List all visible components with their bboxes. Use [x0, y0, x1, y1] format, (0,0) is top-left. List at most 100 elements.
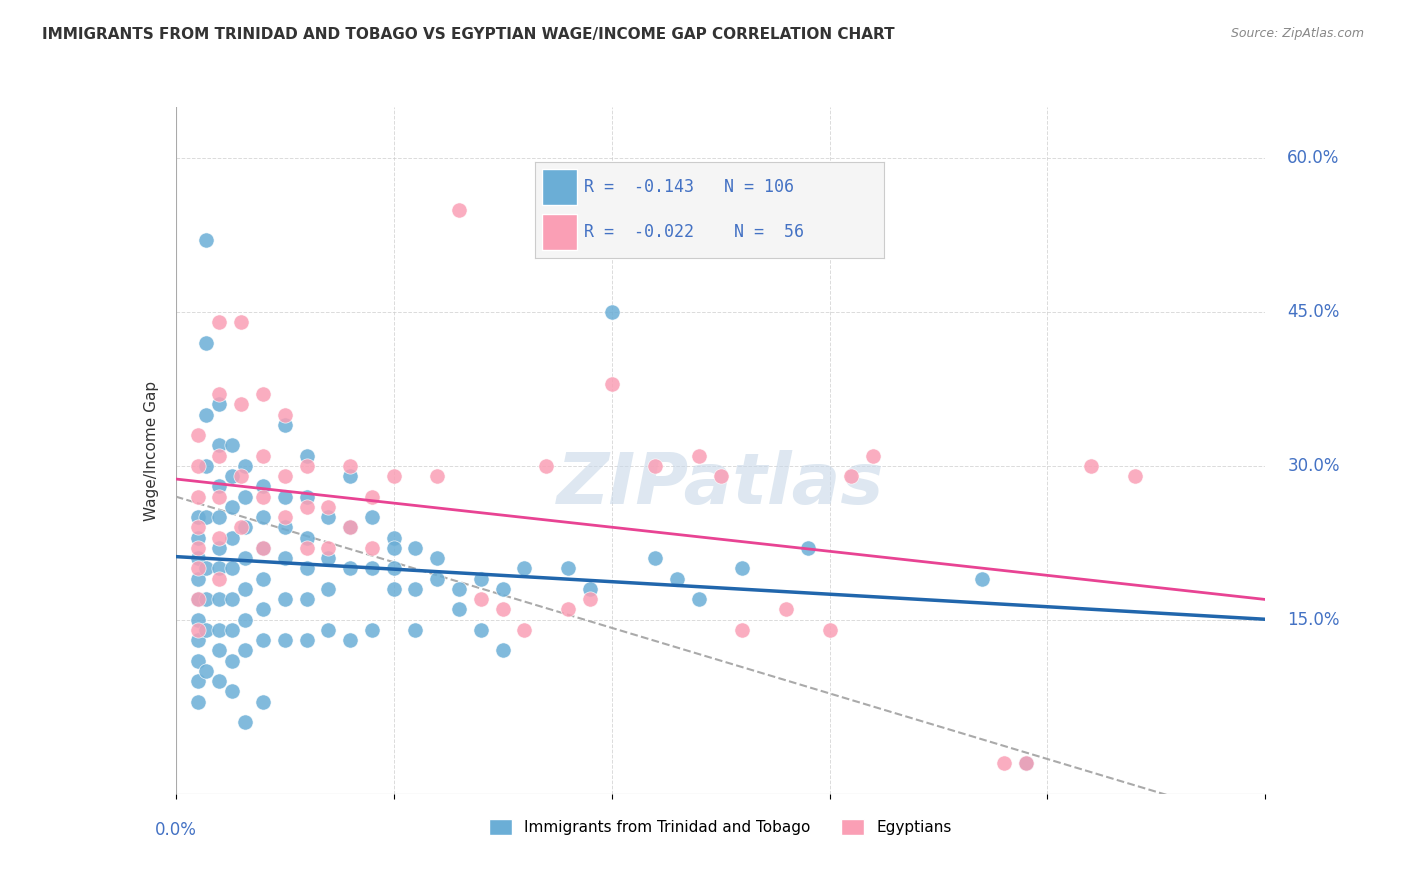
Point — [295, 449, 318, 463]
Text: 60.0%: 60.0% — [1288, 149, 1340, 168]
Point — [295, 561, 318, 575]
Point — [195, 561, 218, 575]
Point — [339, 458, 361, 473]
Point — [557, 602, 579, 616]
Text: Source: ZipAtlas.com: Source: ZipAtlas.com — [1230, 27, 1364, 40]
Point — [208, 315, 231, 329]
Point — [318, 541, 340, 555]
Point — [318, 500, 340, 514]
Point — [231, 469, 253, 483]
Point — [221, 438, 243, 452]
Point — [208, 561, 231, 575]
Point — [235, 551, 257, 566]
Point — [339, 561, 361, 575]
Point — [492, 643, 515, 657]
Point — [195, 623, 218, 637]
Text: ZIPatlas: ZIPatlas — [557, 450, 884, 519]
Point — [775, 602, 797, 616]
Point — [195, 592, 218, 607]
Point — [731, 623, 754, 637]
Y-axis label: Wage/Income Gap: Wage/Income Gap — [143, 380, 159, 521]
Point — [318, 551, 340, 566]
Text: IMMIGRANTS FROM TRINIDAD AND TOBAGO VS EGYPTIAN WAGE/INCOME GAP CORRELATION CHAR: IMMIGRANTS FROM TRINIDAD AND TOBAGO VS E… — [42, 27, 894, 42]
Point — [470, 572, 492, 586]
Point — [688, 592, 710, 607]
Point — [186, 592, 209, 607]
Point — [235, 613, 257, 627]
Point — [252, 695, 274, 709]
Point — [710, 469, 733, 483]
Point — [186, 623, 209, 637]
Point — [579, 582, 602, 596]
Point — [231, 520, 253, 534]
Point — [195, 458, 218, 473]
Point — [1123, 469, 1146, 483]
Point — [186, 531, 209, 545]
Point — [186, 674, 209, 689]
Point — [447, 602, 470, 616]
Point — [600, 376, 623, 391]
Point — [186, 561, 209, 575]
Point — [208, 623, 231, 637]
Point — [195, 233, 218, 247]
Point — [360, 541, 382, 555]
Point — [186, 510, 209, 524]
Point — [221, 500, 243, 514]
Point — [231, 315, 253, 329]
Point — [252, 602, 274, 616]
Point — [274, 520, 297, 534]
Point — [731, 561, 754, 575]
Point — [1080, 458, 1102, 473]
Text: 15.0%: 15.0% — [1288, 611, 1340, 629]
Point — [841, 469, 863, 483]
Point — [186, 592, 209, 607]
Point — [195, 664, 218, 678]
Point — [360, 510, 382, 524]
Point — [252, 510, 274, 524]
Point — [492, 602, 515, 616]
Point — [252, 633, 274, 648]
Point — [208, 479, 231, 493]
Point — [208, 490, 231, 504]
Point — [274, 592, 297, 607]
Point — [970, 572, 993, 586]
Point — [208, 592, 231, 607]
Point — [295, 633, 318, 648]
Point — [382, 531, 405, 545]
Point — [221, 469, 243, 483]
Point — [426, 551, 449, 566]
Point — [295, 490, 318, 504]
Point — [295, 541, 318, 555]
Point — [208, 572, 231, 586]
Point — [1015, 756, 1038, 771]
Point — [295, 458, 318, 473]
Point — [195, 335, 218, 350]
Legend: Immigrants from Trinidad and Tobago, Egyptians: Immigrants from Trinidad and Tobago, Egy… — [484, 813, 957, 841]
Point — [235, 582, 257, 596]
Point — [274, 510, 297, 524]
Point — [252, 572, 274, 586]
Point — [862, 449, 884, 463]
Point — [274, 490, 297, 504]
Point — [318, 623, 340, 637]
Point — [186, 654, 209, 668]
Point — [295, 500, 318, 514]
Point — [235, 458, 257, 473]
Point — [295, 592, 318, 607]
Text: 45.0%: 45.0% — [1288, 303, 1340, 321]
Point — [221, 623, 243, 637]
Point — [1015, 756, 1038, 771]
Text: 0.0%: 0.0% — [155, 822, 197, 839]
Point — [195, 408, 218, 422]
Point — [208, 510, 231, 524]
Point — [274, 633, 297, 648]
Point — [405, 541, 427, 555]
Point — [447, 582, 470, 596]
Point — [470, 623, 492, 637]
Point — [382, 541, 405, 555]
Point — [426, 469, 449, 483]
Point — [818, 623, 841, 637]
Point — [318, 510, 340, 524]
Point — [186, 428, 209, 442]
Point — [274, 551, 297, 566]
